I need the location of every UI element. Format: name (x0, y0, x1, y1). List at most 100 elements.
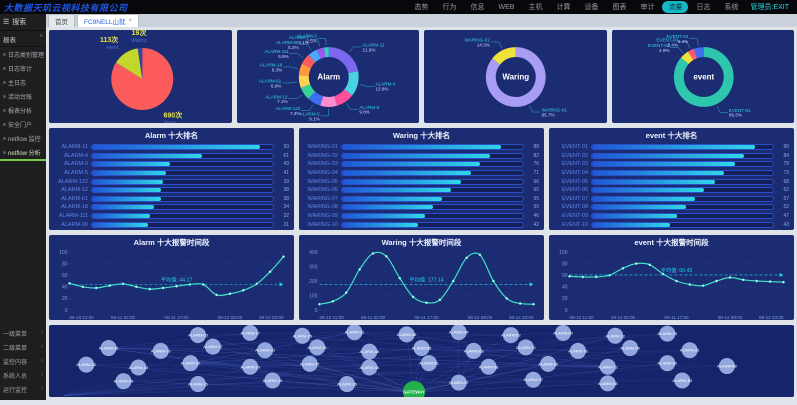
bar-row[interactable]: WARING-06 60 (307, 187, 539, 194)
bar-row[interactable]: ALARM-9 43 (64, 161, 289, 168)
bar-row[interactable]: WARING-07 55 (307, 195, 539, 202)
sidebar-bottom-item-4[interactable]: 系统人员 › (3, 372, 43, 380)
svg-text:08-11 17:00: 08-11 17:00 (164, 315, 189, 320)
svg-text:ALARM-05: ALARM-05 (99, 346, 119, 351)
tab-close-icon[interactable]: × (128, 18, 133, 24)
waring-line-title: Waring 十大报警时间段 (381, 238, 462, 247)
top-menu-item-12[interactable]: 系统 (724, 4, 739, 11)
svg-text:08-12 08:00: 08-12 08:00 (468, 315, 493, 320)
bar-row[interactable]: WARING-04 71 (307, 170, 539, 177)
bar-row[interactable]: EVENT-01 90 (562, 144, 789, 151)
bar-row[interactable]: ALARM-5 41 (64, 170, 289, 177)
topology-panel: ALARM-03 ALARM-17 ALARM-25 ALARM-31 ALARM-08… (49, 325, 794, 397)
top-menu-item-8[interactable]: 图表 (612, 4, 627, 11)
sidebar-bottom-item-5[interactable]: 运行监控 › (3, 386, 43, 394)
bar-row[interactable]: EVENT-07 57 (562, 195, 789, 202)
bar-row[interactable]: ALARM-4 61 (64, 152, 289, 159)
svg-text:event: event (106, 45, 119, 51)
svg-text:ALARM-78: ALARM-78 (568, 348, 588, 353)
sidebar-bottom-item-1[interactable]: 一级菜单 › (3, 330, 43, 338)
svg-text:ALARM-66: ALARM-66 (538, 361, 558, 366)
sidebar-item-3[interactable]: 主日志 (0, 75, 46, 89)
sidebar-item-5[interactable]: 报表分析 (0, 103, 46, 117)
svg-text:ALARM-51: ALARM-51 (419, 361, 439, 366)
svg-text:ALARM-80: ALARM-80 (658, 361, 678, 366)
tab-2[interactable]: FC9NELL山就 × (77, 14, 140, 27)
bar-row[interactable]: EVENT-06 62 (562, 187, 789, 194)
svg-text:20: 20 (62, 296, 68, 302)
bar-row[interactable]: WARING-05 66 (307, 178, 539, 185)
bar-row[interactable]: ALARM-61 38 (61, 195, 289, 202)
event-bar-chart[interactable]: EVENT-01 90 EVENT-02 84 EVENT-03 79 EVENT-0… (549, 141, 794, 230)
sidebar-item-1[interactable]: 日志类别管理 (0, 47, 46, 61)
top-menu-item-6[interactable]: 计算 (556, 4, 571, 11)
alarm-topology-graph[interactable]: ALARM-03 ALARM-17 ALARM-25 ALARM-31 ALARM-08… (49, 325, 794, 397)
top-menu-item-7[interactable]: 设备 (584, 4, 599, 11)
user-badge[interactable]: 管理员:EXIT (750, 4, 789, 11)
event-line-chart[interactable]: 100 80 60 40 20 008-10 11:00 08-11 02:00 08-11 … (549, 248, 794, 320)
top-menu-item-3[interactable]: 信息 (470, 4, 485, 11)
bar-row[interactable]: EVENT-04 73 (562, 170, 789, 177)
svg-text:5.9%: 5.9% (278, 54, 288, 59)
bar-row[interactable]: EVENT-08 52 (562, 204, 789, 211)
bar-row[interactable]: EVENT-02 84 (562, 152, 789, 159)
svg-text:ALARM-99: ALARM-99 (276, 40, 299, 45)
sidebar-bottom-item-2[interactable]: 二级菜单 › (3, 344, 43, 352)
bar-row[interactable]: WARING-02 82 (307, 152, 539, 159)
sidebar-item-2[interactable]: 日志审计 (0, 61, 46, 75)
bar-row[interactable]: ALARM-11 93 (61, 144, 289, 151)
waring-line-chart[interactable]: 400 300 200 100 008-10 11:00 08-11 02:00 08-11… (299, 248, 544, 320)
svg-text:Alarm: Alarm (317, 72, 340, 81)
hamburger-icon[interactable]: ☰ (3, 19, 10, 26)
sidebar-item-6[interactable]: 安全门户 (0, 117, 46, 131)
bar-row[interactable]: WARING-08 50 (307, 204, 539, 211)
svg-text:Waring: Waring (131, 38, 147, 44)
bar-row[interactable]: EVENT-10 43 (562, 221, 789, 228)
top-menu-item-5[interactable]: 主机 (528, 4, 543, 11)
bar-row[interactable]: WARING-09 46 (307, 213, 539, 220)
top-menu-item-10[interactable]: 流量 (662, 1, 689, 13)
sidebar-item-4[interactable]: 活动台账 (0, 89, 46, 103)
top-menu-item-9[interactable]: 审计 (640, 4, 655, 11)
top-menu-item-2[interactable]: 行为 (442, 4, 457, 11)
bar-row[interactable]: ALARM-122 39 (58, 178, 289, 185)
top-menu-item-4[interactable]: WEB (498, 3, 515, 11)
svg-text:ALARM-47: ALARM-47 (449, 380, 469, 385)
alarm-line-chart[interactable]: 100 80 60 40 20 008-10 11:00 08-11 02:00 08-11 … (49, 248, 294, 320)
tab-1[interactable]: 首页 (48, 14, 75, 27)
sidebar-item-8[interactable]: netflow 分析 (0, 145, 46, 161)
bar-row[interactable]: WARING-01 88 (307, 144, 539, 151)
svg-text:ALARM-33: ALARM-33 (255, 348, 275, 353)
top-menu-item-11[interactable]: 日志 (696, 4, 711, 11)
bar-row[interactable]: ALARM-99 31 (61, 221, 289, 228)
svg-text:08-11 17:00: 08-11 17:00 (664, 315, 689, 320)
alarm-bar-chart[interactable]: ALARM-11 93 ALARM-4 61 ALARM-9 43 ALARM-5 4… (49, 141, 294, 230)
bar-row[interactable]: EVENT-09 47 (562, 213, 789, 220)
svg-text:6.9%: 6.9% (270, 83, 280, 88)
sidebar-item-7[interactable]: netflow 监控 (0, 131, 46, 145)
sidebar-section-header[interactable]: 报表 ˄ (0, 31, 46, 47)
svg-text:300: 300 (309, 264, 318, 270)
bullet-icon (3, 108, 6, 112)
bar-row[interactable]: WARING-10 42 (307, 221, 539, 228)
bar-row[interactable]: EVENT-05 68 (562, 178, 789, 185)
svg-text:ALARM-60: ALARM-60 (553, 330, 573, 335)
svg-text:ALARM-2: ALARM-2 (296, 34, 316, 39)
bar-row[interactable]: ALARM-12 38 (61, 187, 289, 194)
svg-text:ALARM-70: ALARM-70 (516, 345, 536, 350)
sidebar-search[interactable]: ☰ 搜索 (0, 14, 46, 31)
svg-text:86.3%: 86.3% (728, 113, 741, 118)
bar-row[interactable]: ALARM-18 34 (61, 204, 289, 211)
bar-row[interactable]: ALARM-111 32 (58, 213, 289, 220)
sidebar-bottom-item-3[interactable]: 监控内容 › (3, 358, 43, 366)
top-menu-item-1[interactable]: 态势 (414, 4, 429, 11)
bar-row[interactable]: WARING-03 76 (307, 161, 539, 168)
svg-text:08-11 02:00: 08-11 02:00 (611, 315, 636, 320)
bar-row[interactable]: EVENT-03 79 (562, 161, 789, 168)
alarm-donut-panel: ALARM-11 21.9% ALARM-4 13.8% ALARM-9 9.8% ALAR… (236, 30, 420, 123)
waring-bar-chart[interactable]: WARING-01 88 WARING-02 82 WARING-03 76 WARI… (299, 141, 544, 230)
